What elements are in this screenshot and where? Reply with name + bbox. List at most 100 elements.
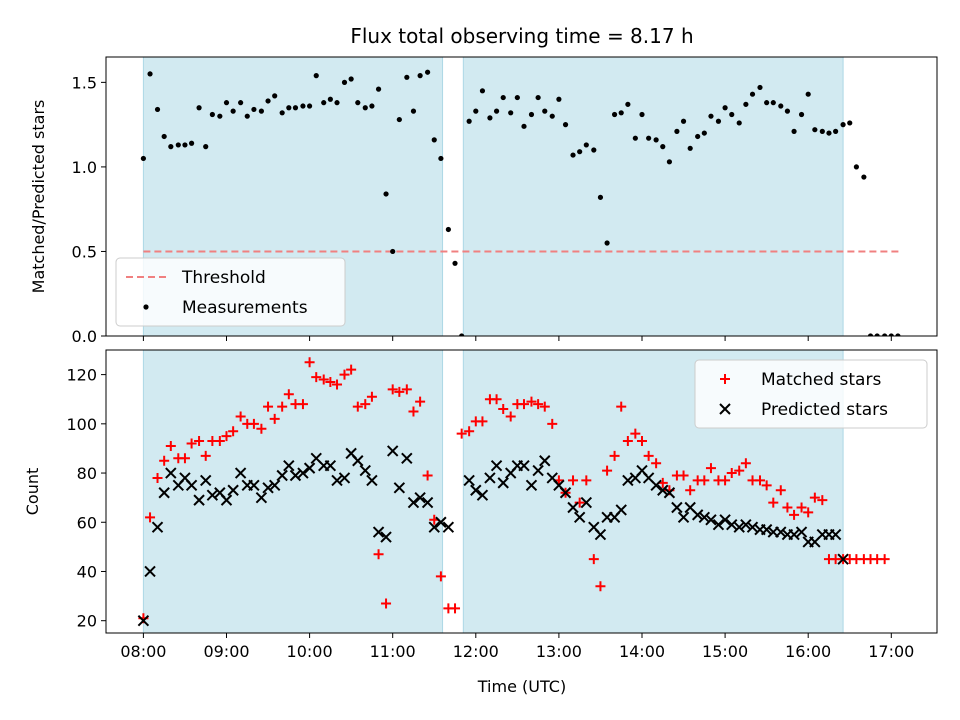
data-point xyxy=(145,512,156,523)
data-point xyxy=(394,386,405,397)
data-point xyxy=(230,108,236,114)
data-point xyxy=(268,479,281,492)
legend-entry: Measurements xyxy=(143,298,308,318)
data-point xyxy=(757,84,763,91)
data-point xyxy=(401,452,413,464)
legend-label: Threshold xyxy=(181,268,266,288)
data-point xyxy=(650,479,662,492)
data-point xyxy=(165,440,176,451)
data-point xyxy=(154,106,161,113)
data-point xyxy=(256,423,267,434)
data-point xyxy=(321,100,327,106)
x-tick-label: 08:00 xyxy=(120,642,166,661)
data-point xyxy=(396,116,402,123)
data-point xyxy=(459,333,465,336)
x-tick-label: 13:00 xyxy=(536,642,582,661)
data-point xyxy=(602,465,613,476)
data-point xyxy=(255,491,268,504)
data-point xyxy=(470,484,482,496)
data-point xyxy=(194,436,205,447)
data-point xyxy=(209,111,215,118)
y-tick-label: 0.5 xyxy=(72,242,97,261)
legend-entry: Matched stars xyxy=(720,370,881,390)
legend-box xyxy=(115,257,346,327)
data-point xyxy=(837,553,849,565)
data-point xyxy=(452,260,458,266)
data-point xyxy=(463,474,475,487)
data-point xyxy=(500,94,506,101)
data-point xyxy=(535,94,541,101)
data-point xyxy=(768,497,779,508)
legend-box xyxy=(694,359,928,429)
data-point xyxy=(733,521,745,533)
data-point xyxy=(663,487,676,499)
data-point xyxy=(442,521,455,533)
data-point xyxy=(788,528,800,541)
data-point xyxy=(265,98,271,104)
data-point xyxy=(812,127,818,133)
data-point xyxy=(556,96,562,102)
data-point xyxy=(228,426,239,437)
data-point xyxy=(179,453,190,464)
data-point xyxy=(313,73,319,79)
data-point xyxy=(715,118,722,124)
data-point xyxy=(526,396,537,407)
x-tick-label: 15:00 xyxy=(702,642,748,661)
data-point xyxy=(214,436,225,447)
data-point xyxy=(882,333,888,336)
data-point xyxy=(158,487,170,499)
x-axis-title: Time (UTC) xyxy=(477,677,566,696)
data-point xyxy=(796,502,807,513)
data-point xyxy=(539,455,551,467)
data-point xyxy=(643,450,654,461)
data-point xyxy=(525,479,538,492)
data-point xyxy=(853,164,859,170)
data-point xyxy=(359,464,371,477)
data-point xyxy=(726,519,738,531)
data-point xyxy=(528,111,535,118)
data-point xyxy=(352,401,363,412)
data-point xyxy=(140,155,146,162)
data-point xyxy=(221,431,232,442)
data-point xyxy=(200,450,211,461)
data-point xyxy=(770,100,776,106)
data-point xyxy=(764,100,770,106)
data-point xyxy=(487,115,493,121)
data-point xyxy=(203,144,209,150)
data-point xyxy=(244,113,250,119)
data-point xyxy=(318,374,329,385)
data-point xyxy=(761,480,772,491)
data-point xyxy=(332,379,343,390)
data-point xyxy=(258,108,264,114)
data-point xyxy=(366,391,377,402)
data-point xyxy=(348,76,354,82)
data-point xyxy=(698,511,711,524)
data-point xyxy=(567,501,579,514)
data-point xyxy=(306,103,313,109)
data-point xyxy=(687,145,693,151)
observing-interval-1 xyxy=(462,56,844,337)
data-point xyxy=(581,475,592,486)
observing-interval-0 xyxy=(142,349,444,634)
data-point xyxy=(331,474,343,487)
data-point xyxy=(366,474,378,487)
y-tick-label: 20 xyxy=(77,612,97,631)
data-point xyxy=(381,598,392,609)
data-point xyxy=(782,502,793,513)
data-point xyxy=(464,426,475,437)
x-tick-label: 12:00 xyxy=(453,642,499,661)
data-point xyxy=(161,133,167,140)
data-point xyxy=(491,394,502,405)
x-tick-label: 17:00 xyxy=(868,642,914,661)
data-point xyxy=(803,507,814,518)
data-point xyxy=(414,491,426,504)
data-point xyxy=(795,526,808,538)
data-point xyxy=(297,399,308,410)
legend: Threshold Measurements xyxy=(115,257,346,327)
plot-frame xyxy=(105,349,938,634)
data-point xyxy=(685,485,696,496)
data-point xyxy=(819,128,825,134)
data-point xyxy=(410,108,417,114)
data-point xyxy=(220,494,233,506)
